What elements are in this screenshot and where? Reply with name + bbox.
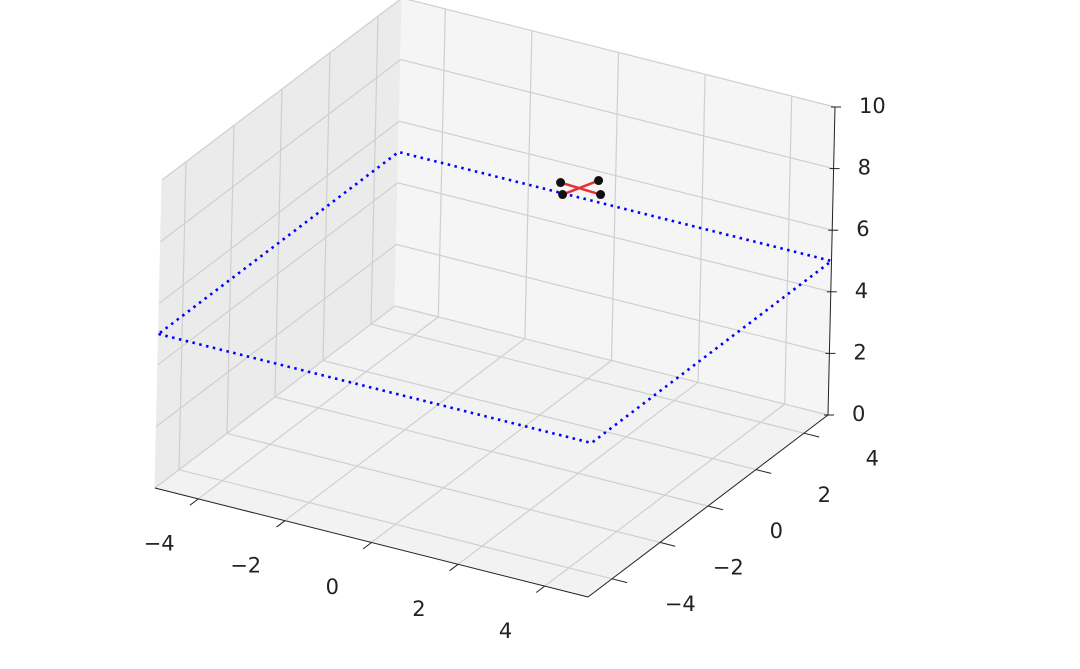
y-tick-label: 4 xyxy=(866,446,879,470)
x-tick-label: 2 xyxy=(412,597,425,621)
tick-mark xyxy=(755,469,772,474)
grid-line xyxy=(610,52,620,361)
z-axis xyxy=(827,106,836,416)
grid-line xyxy=(407,0,836,108)
drone-rotor xyxy=(594,176,604,186)
grid-line xyxy=(274,396,709,507)
y-tick-label: 2 xyxy=(818,483,831,507)
tick-mark xyxy=(659,541,676,547)
grid-line xyxy=(178,469,613,580)
z-tick-label: 8 xyxy=(858,156,871,180)
tick-mark xyxy=(449,563,459,572)
grid-line xyxy=(160,59,401,243)
x-tick-label: 0 xyxy=(326,575,339,599)
tick-mark xyxy=(189,498,199,506)
grid-line xyxy=(322,360,757,471)
grid-line xyxy=(158,120,400,304)
z-tick-label: 0 xyxy=(852,402,865,426)
x-tick-label: −2 xyxy=(230,553,261,577)
x-tick-label: −4 xyxy=(144,532,175,556)
grid-line xyxy=(370,323,805,434)
x-axis xyxy=(154,487,589,598)
grid-line xyxy=(226,432,661,543)
tick-mark xyxy=(276,520,286,528)
grid-line xyxy=(322,52,331,361)
grid-line xyxy=(157,182,399,366)
drone-rotor xyxy=(596,190,606,200)
tick-mark xyxy=(535,585,546,593)
z-tick-label: 2 xyxy=(853,340,866,364)
drone-rotor xyxy=(556,178,566,188)
z-tick-label: 6 xyxy=(856,217,869,241)
x-tick-label: 4 xyxy=(499,619,512,643)
tick-mark xyxy=(707,505,724,511)
grid-line xyxy=(226,125,235,434)
grid-line xyxy=(697,74,706,383)
y-tick-label: −2 xyxy=(713,556,744,580)
grid-line xyxy=(161,0,401,181)
y-axis xyxy=(587,414,829,598)
grid-line xyxy=(400,59,834,170)
grid-line xyxy=(397,182,831,293)
grid-line xyxy=(156,243,397,427)
tick-mark xyxy=(611,578,628,584)
tick-mark xyxy=(803,432,820,438)
y-tick-label: −4 xyxy=(665,592,696,616)
drone-arm xyxy=(562,179,600,196)
z-tick-label: 10 xyxy=(859,94,886,118)
grid-line xyxy=(399,120,833,231)
grid-line xyxy=(524,30,533,339)
drone-rotor xyxy=(558,190,568,200)
tick-mark xyxy=(362,542,372,550)
grid-line xyxy=(370,16,379,325)
grid-line xyxy=(154,305,396,489)
drone xyxy=(556,176,606,200)
z-tick-label: 4 xyxy=(855,279,868,303)
y-tick-label: 0 xyxy=(770,519,783,543)
grid-line xyxy=(396,243,830,354)
grid-line xyxy=(394,305,829,416)
